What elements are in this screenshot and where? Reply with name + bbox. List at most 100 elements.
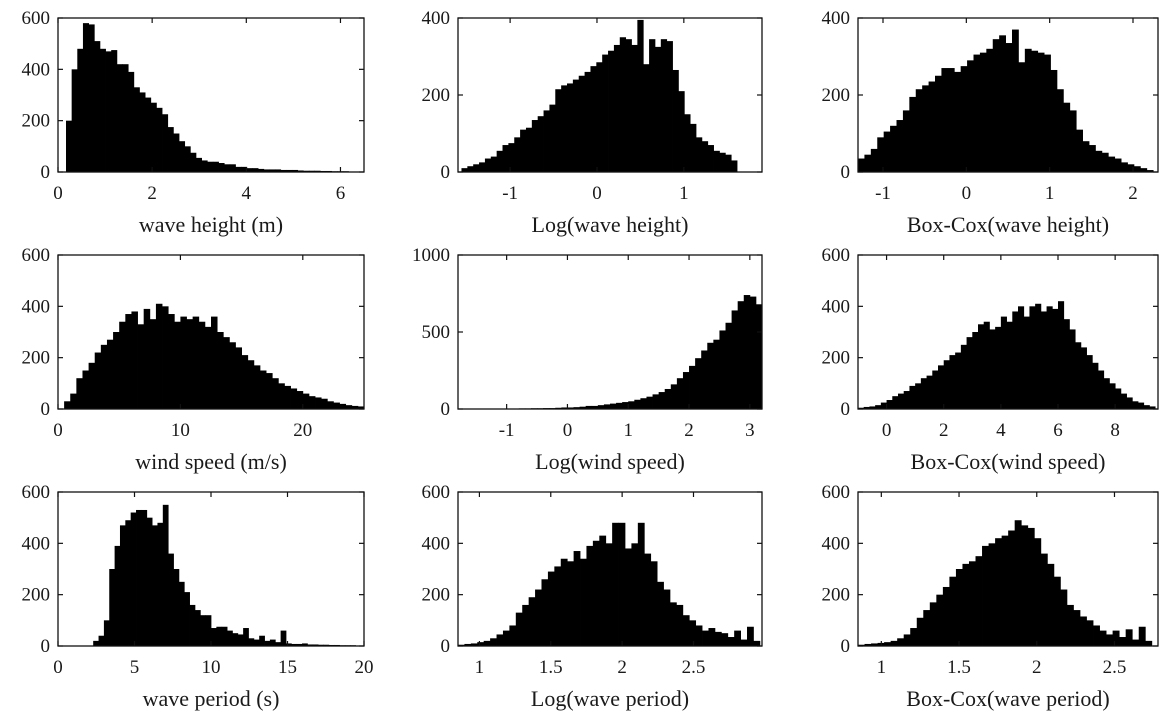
histogram-bar	[619, 37, 627, 172]
histogram-bar	[637, 522, 645, 646]
histogram-bar	[561, 85, 568, 173]
histogram-bar	[664, 388, 672, 409]
histogram-bar	[616, 402, 623, 409]
histogram-bar	[743, 295, 751, 409]
axes-box	[57, 17, 365, 173]
histogram-bar	[243, 628, 249, 646]
histogram-bar	[585, 405, 593, 409]
histogram-bar	[515, 612, 523, 646]
histogram-bar	[597, 405, 605, 409]
histogram-bar	[143, 308, 151, 409]
histogram-bar	[269, 169, 276, 172]
y-tick-label: 0	[441, 162, 451, 183]
histogram-bar	[477, 642, 485, 646]
histogram-bar	[702, 630, 709, 646]
histogram-bar	[180, 316, 187, 409]
histogram-bar	[695, 137, 703, 172]
histogram-bar	[211, 628, 217, 646]
histogram-bar	[152, 525, 158, 646]
y-tick-label: 400	[822, 533, 851, 554]
histogram-bar	[113, 332, 120, 409]
histogram-bar	[259, 635, 265, 646]
histogram-bar	[613, 44, 621, 173]
histogram-bar	[646, 396, 653, 409]
x-tick-label: 1	[475, 657, 485, 678]
x-tick-label: 1	[1045, 183, 1055, 204]
histogram-bar	[909, 96, 917, 172]
y-tick-label: 0	[841, 162, 851, 183]
histogram-bar	[1060, 589, 1068, 646]
histogram-bar	[119, 321, 126, 409]
histogram-bar	[1092, 362, 1099, 409]
histogram-bar	[555, 89, 562, 172]
histogram-bar	[1073, 610, 1081, 646]
histogram-bar	[76, 378, 83, 409]
histogram-bar	[1114, 158, 1122, 172]
histogram-bar	[490, 156, 498, 172]
histogram-bar	[1138, 626, 1146, 646]
histogram-bar	[909, 385, 916, 409]
x-tick-label: 0	[882, 420, 892, 441]
histogram-bar	[972, 332, 979, 409]
histogram-bar	[1031, 50, 1039, 173]
y-tick-label: 200	[822, 585, 851, 606]
x-tick-label: 4	[996, 420, 1006, 441]
x-tick-label: 2	[617, 657, 627, 678]
histogram-bar	[666, 41, 673, 172]
histogram-bar	[871, 643, 878, 646]
histogram-bar	[660, 39, 668, 172]
histogram-bar	[725, 322, 732, 409]
y-tick-label: 600	[422, 482, 451, 503]
histogram-bar	[947, 68, 955, 172]
histogram-bar	[628, 401, 635, 409]
histogram-bar	[727, 637, 735, 646]
y-tick-label: 200	[22, 348, 51, 369]
histogram-bar	[1101, 152, 1109, 172]
x-tick-label: 6	[1053, 420, 1063, 441]
histogram-bar	[935, 75, 942, 172]
histogram-bar	[658, 392, 666, 409]
histogram-bar	[1012, 311, 1019, 409]
histogram-bar	[896, 120, 904, 172]
histogram-bar	[1069, 329, 1076, 409]
histogram-bar	[892, 396, 899, 409]
histogram-bar	[608, 50, 615, 173]
y-tick-label: 400	[422, 8, 451, 29]
histogram-bar	[1108, 156, 1116, 172]
histogram-bar	[926, 375, 933, 409]
histogram-bar	[584, 71, 591, 172]
histogram-bar	[1149, 406, 1156, 409]
histogram-bar	[547, 571, 555, 646]
x-tick-label: 20	[355, 657, 374, 678]
histogram-bar	[989, 329, 996, 409]
histogram-bar	[560, 558, 568, 646]
histogram-bar	[880, 402, 887, 409]
histogram-bar	[634, 399, 641, 409]
x-axis-label: Log(wind speed)	[535, 449, 685, 474]
histogram-bar	[70, 393, 77, 409]
histogram-bar	[525, 127, 533, 172]
axes-box	[57, 254, 365, 410]
histogram-bar	[162, 306, 169, 409]
histogram-bar	[1079, 616, 1087, 646]
histogram-bar	[943, 360, 950, 409]
histogram-bar	[932, 370, 939, 409]
histogram-bar	[676, 604, 684, 646]
histogram-bar	[1112, 630, 1120, 646]
x-axis-label: wave period (s)	[143, 686, 280, 711]
histogram-bar	[156, 107, 163, 172]
histogram-bar	[567, 83, 574, 172]
histogram-bar	[168, 314, 175, 409]
histogram-bar	[178, 581, 185, 646]
histogram-bar	[216, 626, 223, 646]
histogram-bar	[1082, 141, 1090, 172]
histogram-bar	[689, 365, 696, 409]
histogram-bar	[248, 638, 255, 646]
histogram-bar	[1086, 355, 1093, 409]
histogram-bar	[572, 79, 580, 172]
histogram-bar	[654, 46, 662, 173]
histogram-bar	[650, 561, 658, 646]
histogram-bar	[631, 543, 639, 646]
y-tick-label: 200	[822, 85, 851, 106]
